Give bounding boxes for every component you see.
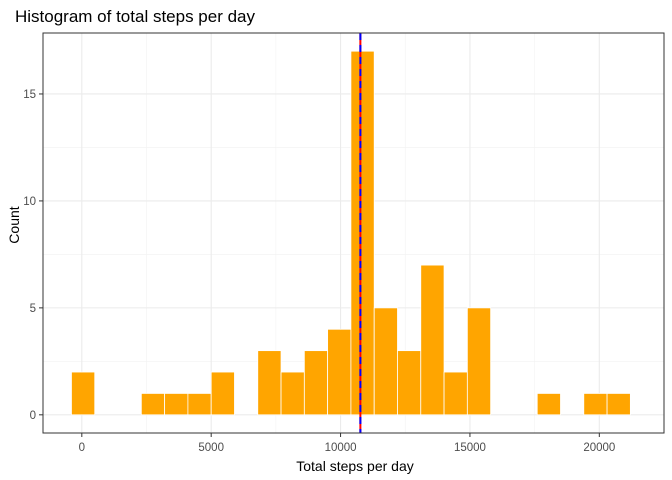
y-tick-label: 5 <box>30 303 36 315</box>
panel-border <box>42 32 665 434</box>
histogram-bar <box>303 350 329 416</box>
histogram-bar <box>350 50 375 416</box>
histogram-bar <box>466 307 492 416</box>
histogram-bar <box>140 393 166 416</box>
histogram-bar <box>327 328 352 416</box>
x-axis-title: Total steps per day <box>296 458 414 474</box>
histogram-bar <box>71 371 96 416</box>
histogram-bar <box>397 350 422 416</box>
histogram-bar <box>420 264 445 416</box>
histogram-bar <box>210 371 235 416</box>
plot-area: 0 5000 10000 15000 20000 0 5 10 15 <box>23 32 665 454</box>
x-tick-label: 0 <box>79 442 85 454</box>
y-tick-label: 0 <box>30 410 36 422</box>
y-tick-label: 15 <box>23 89 36 101</box>
x-tick-label: 15000 <box>454 442 486 454</box>
histogram-bar <box>443 371 468 416</box>
histogram-bar <box>606 393 631 416</box>
histogram-bar <box>187 393 212 416</box>
x-tick-label: 20000 <box>583 442 615 454</box>
y-axis-title: Count <box>6 206 22 243</box>
histogram-bar <box>164 393 189 416</box>
histogram-bar <box>536 393 561 416</box>
histogram-bar <box>257 350 282 416</box>
x-tick-label: 10000 <box>325 442 357 454</box>
chart-title: Histogram of total steps per day <box>15 7 256 26</box>
histogram-bar <box>583 393 608 416</box>
histogram-bar <box>373 307 398 416</box>
histogram-bar <box>280 371 305 416</box>
x-tick-label: 5000 <box>198 442 224 454</box>
y-tick-label: 10 <box>23 196 36 208</box>
